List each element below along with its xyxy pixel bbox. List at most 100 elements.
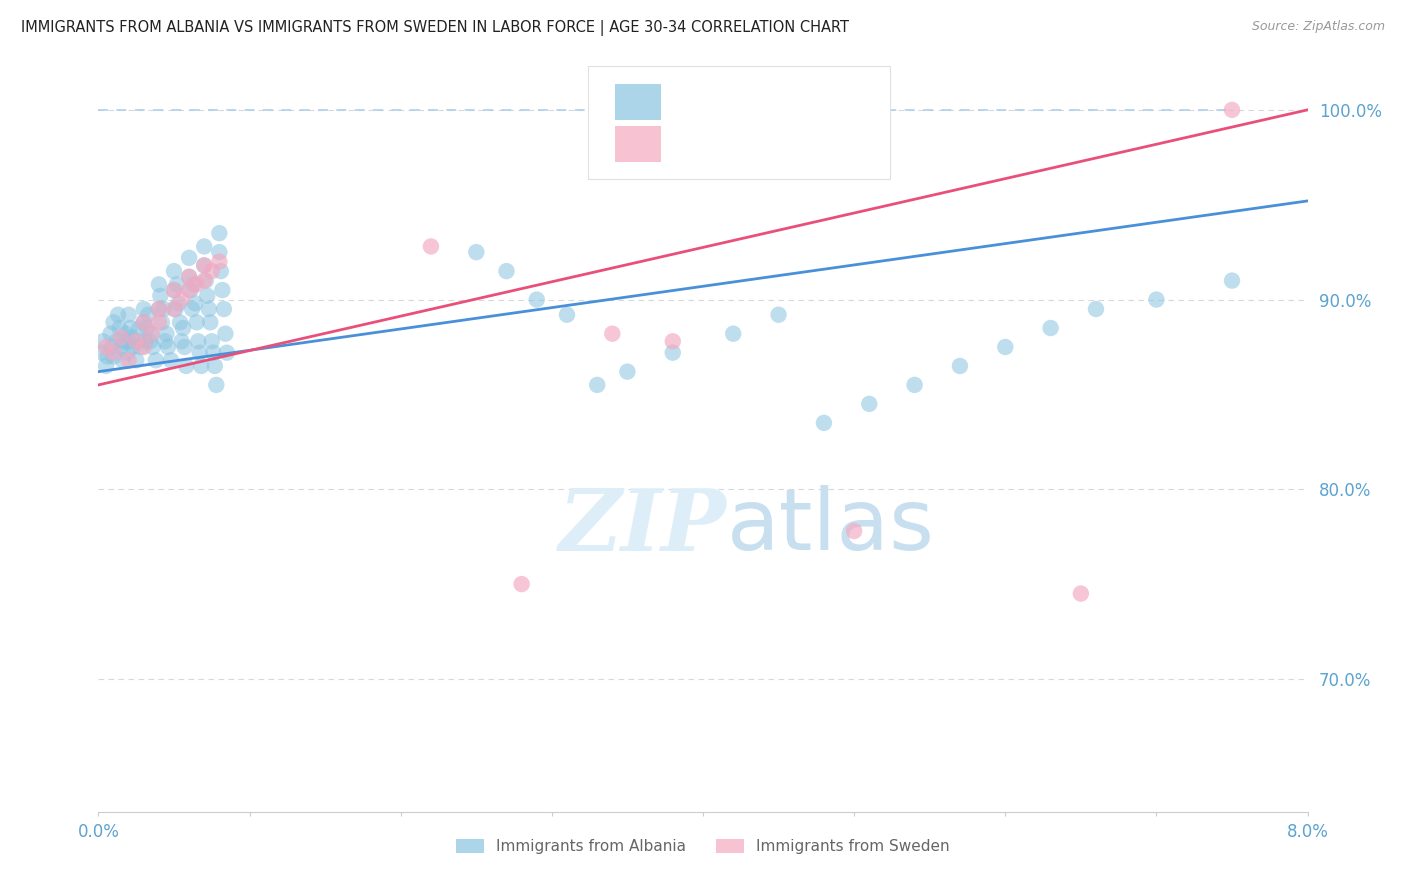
FancyBboxPatch shape (614, 84, 661, 120)
Point (197, 301, 219, 316)
Point (179, 269, 201, 284)
Point (208, 245, 231, 260)
Point (723, 326, 745, 341)
Point (114, 326, 136, 341)
Point (110, 340, 132, 354)
Point (149, 289, 172, 303)
Point (132, 340, 155, 354)
Point (110, 330, 132, 344)
Point (167, 296, 190, 310)
Point (135, 321, 157, 335)
Point (201, 334, 224, 349)
Point (187, 334, 209, 349)
Point (200, 315, 222, 329)
Point (163, 283, 186, 297)
Point (141, 326, 163, 341)
Point (118, 353, 141, 368)
Point (184, 296, 207, 310)
Point (172, 321, 194, 335)
Point (103, 315, 125, 329)
Point (1085, 301, 1108, 316)
Point (186, 315, 208, 329)
Point (188, 345, 211, 359)
Point (179, 283, 201, 297)
Point (112, 334, 135, 349)
Point (215, 345, 238, 359)
Point (186, 277, 208, 292)
Point (103, 345, 125, 359)
Text: ZIP: ZIP (560, 485, 727, 569)
Point (170, 334, 193, 349)
Point (94, 359, 117, 373)
Point (465, 245, 488, 260)
Point (139, 334, 162, 349)
Point (193, 239, 215, 253)
Text: Source: ZipAtlas.com: Source: ZipAtlas.com (1251, 20, 1385, 33)
Point (193, 259, 215, 273)
Point (949, 359, 972, 373)
Point (148, 301, 170, 316)
Point (201, 264, 224, 278)
Point (190, 359, 212, 373)
Point (120, 321, 142, 335)
Point (108, 321, 131, 335)
Point (163, 264, 186, 278)
Point (1220, 274, 1243, 288)
Point (194, 274, 217, 288)
FancyBboxPatch shape (614, 126, 661, 162)
Point (90, 345, 112, 359)
Point (155, 326, 177, 341)
Point (148, 277, 170, 292)
Point (132, 315, 155, 329)
Point (813, 416, 835, 430)
Point (205, 378, 228, 392)
Point (181, 301, 204, 316)
Point (420, 239, 443, 253)
Point (165, 301, 187, 316)
Point (510, 577, 533, 591)
Point (1220, 103, 1243, 117)
Point (1146, 293, 1168, 307)
Point (100, 326, 122, 341)
Point (661, 334, 683, 349)
Point (125, 353, 148, 368)
Point (174, 359, 197, 373)
Point (166, 277, 188, 292)
Text: R = 0.358: R = 0.358 (675, 93, 773, 112)
Point (768, 308, 790, 322)
Point (163, 301, 186, 316)
Point (211, 283, 233, 297)
Point (96, 350, 118, 364)
Point (141, 326, 163, 341)
Point (153, 334, 176, 349)
Point (134, 334, 156, 349)
Point (148, 315, 170, 329)
Point (209, 264, 232, 278)
Point (145, 353, 167, 368)
Point (1070, 586, 1092, 600)
Point (179, 251, 201, 265)
Point (169, 315, 191, 329)
Point (156, 340, 179, 354)
Point (118, 334, 141, 349)
Point (844, 524, 866, 538)
Point (163, 283, 186, 297)
Point (173, 340, 195, 354)
Point (195, 289, 218, 303)
Point (193, 259, 215, 273)
FancyBboxPatch shape (588, 66, 890, 178)
Point (101, 340, 124, 354)
Point (103, 350, 125, 364)
Point (121, 330, 143, 344)
Text: IMMIGRANTS FROM ALBANIA VS IMMIGRANTS FROM SWEDEN IN LABOR FORCE | AGE 30-34 COR: IMMIGRANTS FROM ALBANIA VS IMMIGRANTS FR… (21, 20, 849, 36)
Text: R = 0.373: R = 0.373 (675, 135, 773, 153)
Point (179, 269, 201, 284)
Point (115, 345, 138, 359)
Point (602, 326, 624, 341)
Point (526, 293, 548, 307)
Point (107, 308, 129, 322)
Point (904, 378, 927, 392)
Point (180, 283, 202, 297)
Point (183, 277, 205, 292)
Point (129, 340, 152, 354)
